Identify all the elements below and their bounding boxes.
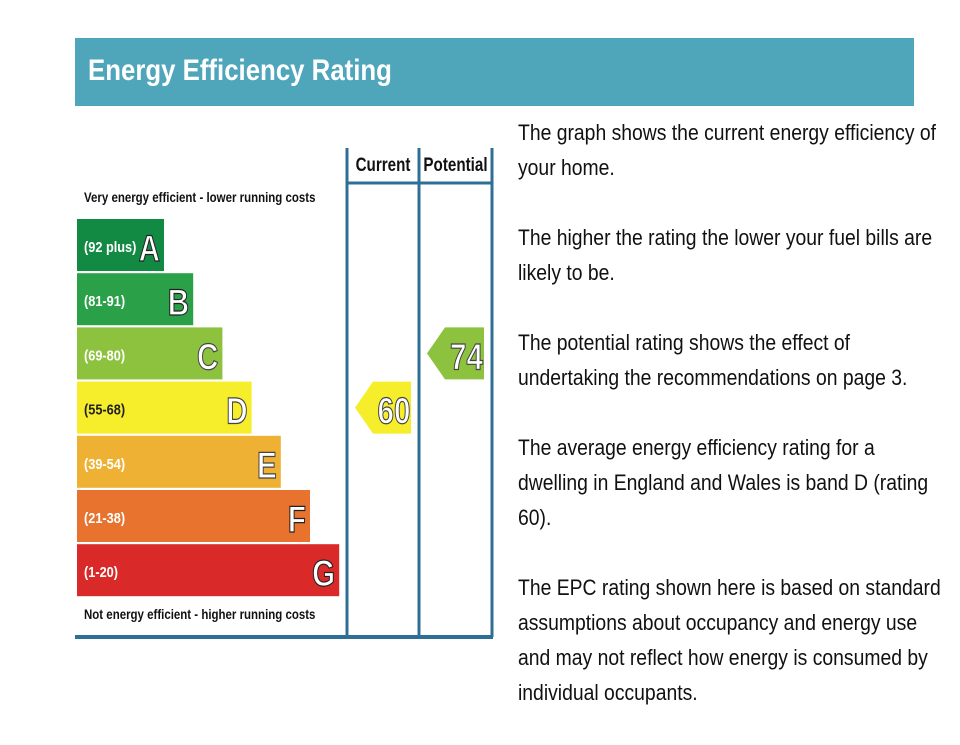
- band-range-label: (1-20): [84, 563, 118, 580]
- top-note: Very energy efficient - lower running co…: [84, 189, 315, 205]
- band-letter: A: [139, 229, 160, 270]
- description-paragraph: The EPC rating shown here is based on st…: [518, 575, 941, 705]
- band-letter: G: [312, 554, 335, 595]
- column-header-current: Current: [356, 153, 411, 175]
- description-paragraph: The potential rating shows the effect of…: [518, 330, 908, 390]
- band-letter: D: [226, 392, 247, 433]
- band-bar-e: [77, 435, 281, 488]
- band-letter: C: [197, 337, 218, 378]
- band-range-label: (39-54): [84, 455, 125, 472]
- description-paragraph: The higher the rating the lower your fue…: [518, 225, 933, 285]
- band-letter: E: [257, 446, 277, 487]
- description-paragraph: The graph shows the current energy effic…: [518, 120, 937, 180]
- band-range-label: (69-80): [84, 346, 125, 363]
- band-bar-d: [77, 381, 252, 434]
- band-range-label: (92 plus): [84, 238, 136, 255]
- band-bar-f: [77, 490, 310, 542]
- description-panel: The graph shows the current energy effic…: [518, 115, 948, 745]
- description-paragraph: The average energy efficiency rating for…: [518, 435, 929, 530]
- column-header-potential: Potential: [423, 153, 487, 175]
- potential-rating-value-label: 74: [450, 337, 483, 378]
- band-bar-g: [77, 544, 340, 597]
- bottom-note: Not energy efficient - higher running co…: [84, 606, 315, 622]
- band-letter: F: [288, 500, 306, 541]
- band-bar-c: [77, 327, 223, 380]
- band-bar-b: [77, 273, 194, 326]
- header-bar: Energy Efficiency Rating: [75, 38, 914, 106]
- page-title: Energy Efficiency Rating: [88, 54, 392, 87]
- band-bar-a: [77, 219, 164, 271]
- current-rating-value-label: 60: [378, 392, 411, 433]
- energy-rating-chart: Very energy efficient - lower running co…: [75, 148, 494, 639]
- band-range-label: (55-68): [84, 401, 125, 418]
- band-range-label: (81-91): [84, 292, 125, 309]
- potential-rating-marker: [427, 327, 484, 380]
- current-rating-marker: [355, 381, 411, 434]
- band-letter: B: [168, 283, 189, 324]
- band-range-label: (21-38): [84, 509, 125, 526]
